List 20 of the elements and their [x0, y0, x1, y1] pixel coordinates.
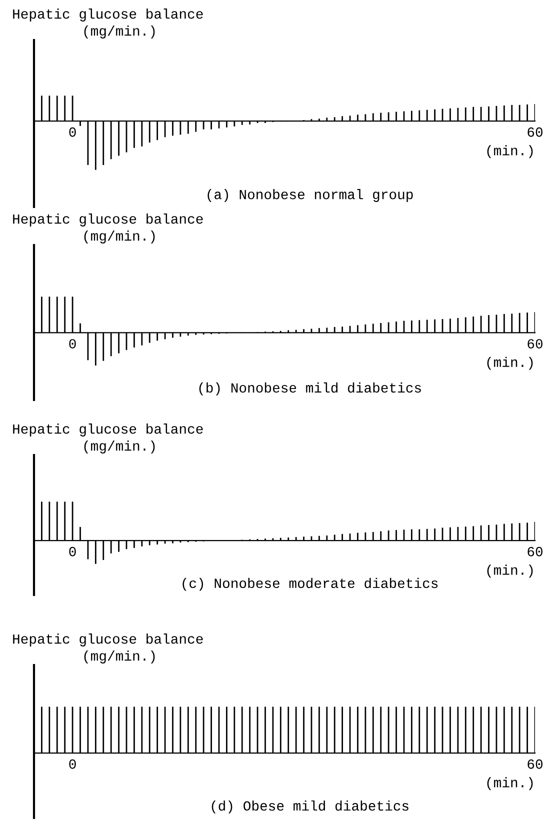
x-tick-label: 0	[69, 339, 76, 348]
x-axis-title: (min.)	[487, 777, 533, 790]
y-axis-title: Hepatic glucose balance (mg/min.)	[13, 8, 203, 38]
x-axis-title: (min.)	[487, 564, 533, 578]
y-axis-title: Hepatic glucose balance (mg/min.)	[13, 634, 203, 664]
y-axis-title: Hepatic glucose balance (mg/min.)	[13, 424, 203, 454]
x-tick-label: 60	[528, 759, 542, 769]
y-axis-title: Hepatic glucose balance (mg/min.)	[13, 214, 203, 244]
x-axis-title: (min.)	[487, 145, 533, 158]
x-tick-label: 60	[528, 339, 542, 348]
x-tick-label: 60	[528, 546, 542, 556]
text: (b) Nonobese mild diabetics	[199, 382, 421, 396]
text: (c) Nonobese moderate diabetics	[182, 578, 438, 591]
x-tick-label: 0	[69, 546, 76, 556]
x-axis-title: (min.)	[487, 356, 533, 370]
text: (a) Nonobese normal group	[208, 189, 413, 202]
text: (d) Obese mild diabetics	[212, 800, 408, 814]
x-tick-label: 0	[69, 759, 76, 769]
x-tick-label: 0	[69, 127, 76, 137]
x-tick-label: 60	[528, 127, 542, 137]
